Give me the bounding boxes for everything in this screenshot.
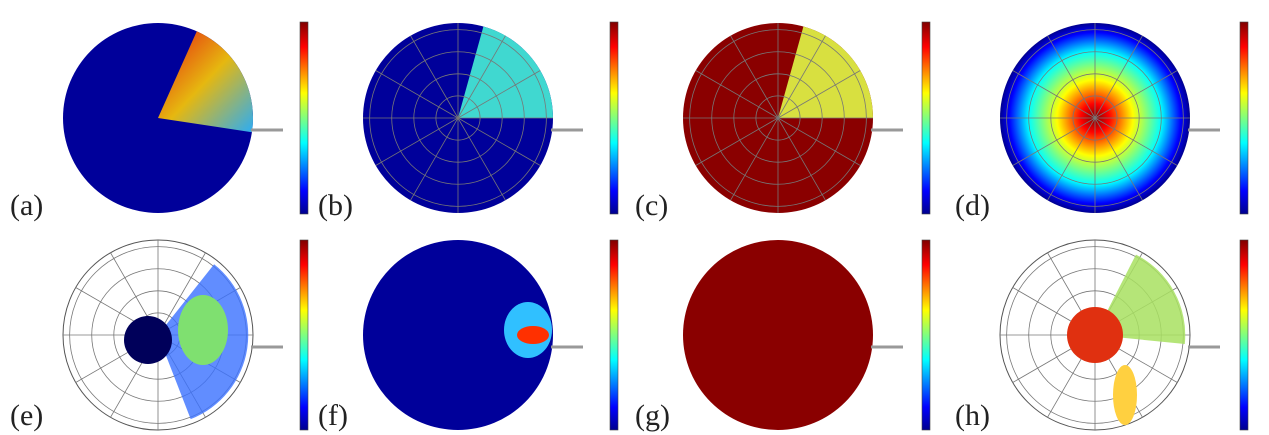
polar-spoke xyxy=(457,117,506,201)
colorbar xyxy=(1239,21,1249,215)
polar-spoke xyxy=(695,70,779,119)
panel: (g) xyxy=(635,239,931,432)
colorbar xyxy=(1239,239,1249,431)
polar-spoke xyxy=(777,117,826,201)
polar-spoke xyxy=(777,35,826,119)
panel: (f) xyxy=(318,239,619,432)
polar-spoke xyxy=(1047,117,1096,201)
polar-spoke xyxy=(410,117,459,201)
polar-spoke xyxy=(1012,70,1096,119)
panel: (d) xyxy=(955,21,1249,222)
hot-region xyxy=(1113,365,1137,425)
polar-spoke xyxy=(730,117,779,201)
panel: (e) xyxy=(10,239,309,432)
panel-label: (g) xyxy=(635,399,670,432)
colorbar xyxy=(299,21,309,215)
panel-label: (d) xyxy=(955,189,990,222)
colorbar xyxy=(921,21,931,215)
polar-spoke xyxy=(157,252,206,336)
polar-spoke xyxy=(375,70,459,119)
polar-spoke xyxy=(777,70,861,119)
polar-spoke xyxy=(457,70,541,119)
hot-region xyxy=(517,326,549,344)
polar-spoke xyxy=(1094,117,1143,201)
polar-spoke xyxy=(375,117,459,166)
panel-label: (h) xyxy=(955,399,990,432)
panel-label: (b) xyxy=(318,189,353,222)
panel: (h) xyxy=(955,239,1249,432)
field xyxy=(363,240,553,430)
panel: (c) xyxy=(635,21,931,222)
colorbar xyxy=(609,21,619,215)
polar-spoke xyxy=(730,35,779,119)
polar-spoke xyxy=(1094,70,1178,119)
field xyxy=(683,240,873,430)
colorbar xyxy=(299,239,309,431)
polar-spoke xyxy=(1012,117,1096,166)
polar-spoke xyxy=(457,35,506,119)
center-blob xyxy=(124,316,172,364)
panel: (b) xyxy=(318,21,619,222)
colorbar xyxy=(609,239,619,431)
polar-spoke xyxy=(695,117,779,166)
panel-label: (e) xyxy=(10,399,43,432)
center-blob xyxy=(1067,307,1123,363)
panel-label: (c) xyxy=(635,189,668,222)
panel: (a) xyxy=(10,21,309,222)
polar-spoke xyxy=(777,117,861,166)
colorbar xyxy=(921,239,931,431)
polar-spoke xyxy=(1094,117,1178,166)
polar-spoke xyxy=(457,117,541,166)
panel-label: (a) xyxy=(10,189,43,222)
polar-spoke xyxy=(410,35,459,119)
hot-region xyxy=(158,31,254,133)
polar-spoke xyxy=(1094,35,1143,119)
polar-spoke xyxy=(1047,35,1096,119)
hot-region xyxy=(178,295,228,365)
panel-label: (f) xyxy=(318,399,348,432)
